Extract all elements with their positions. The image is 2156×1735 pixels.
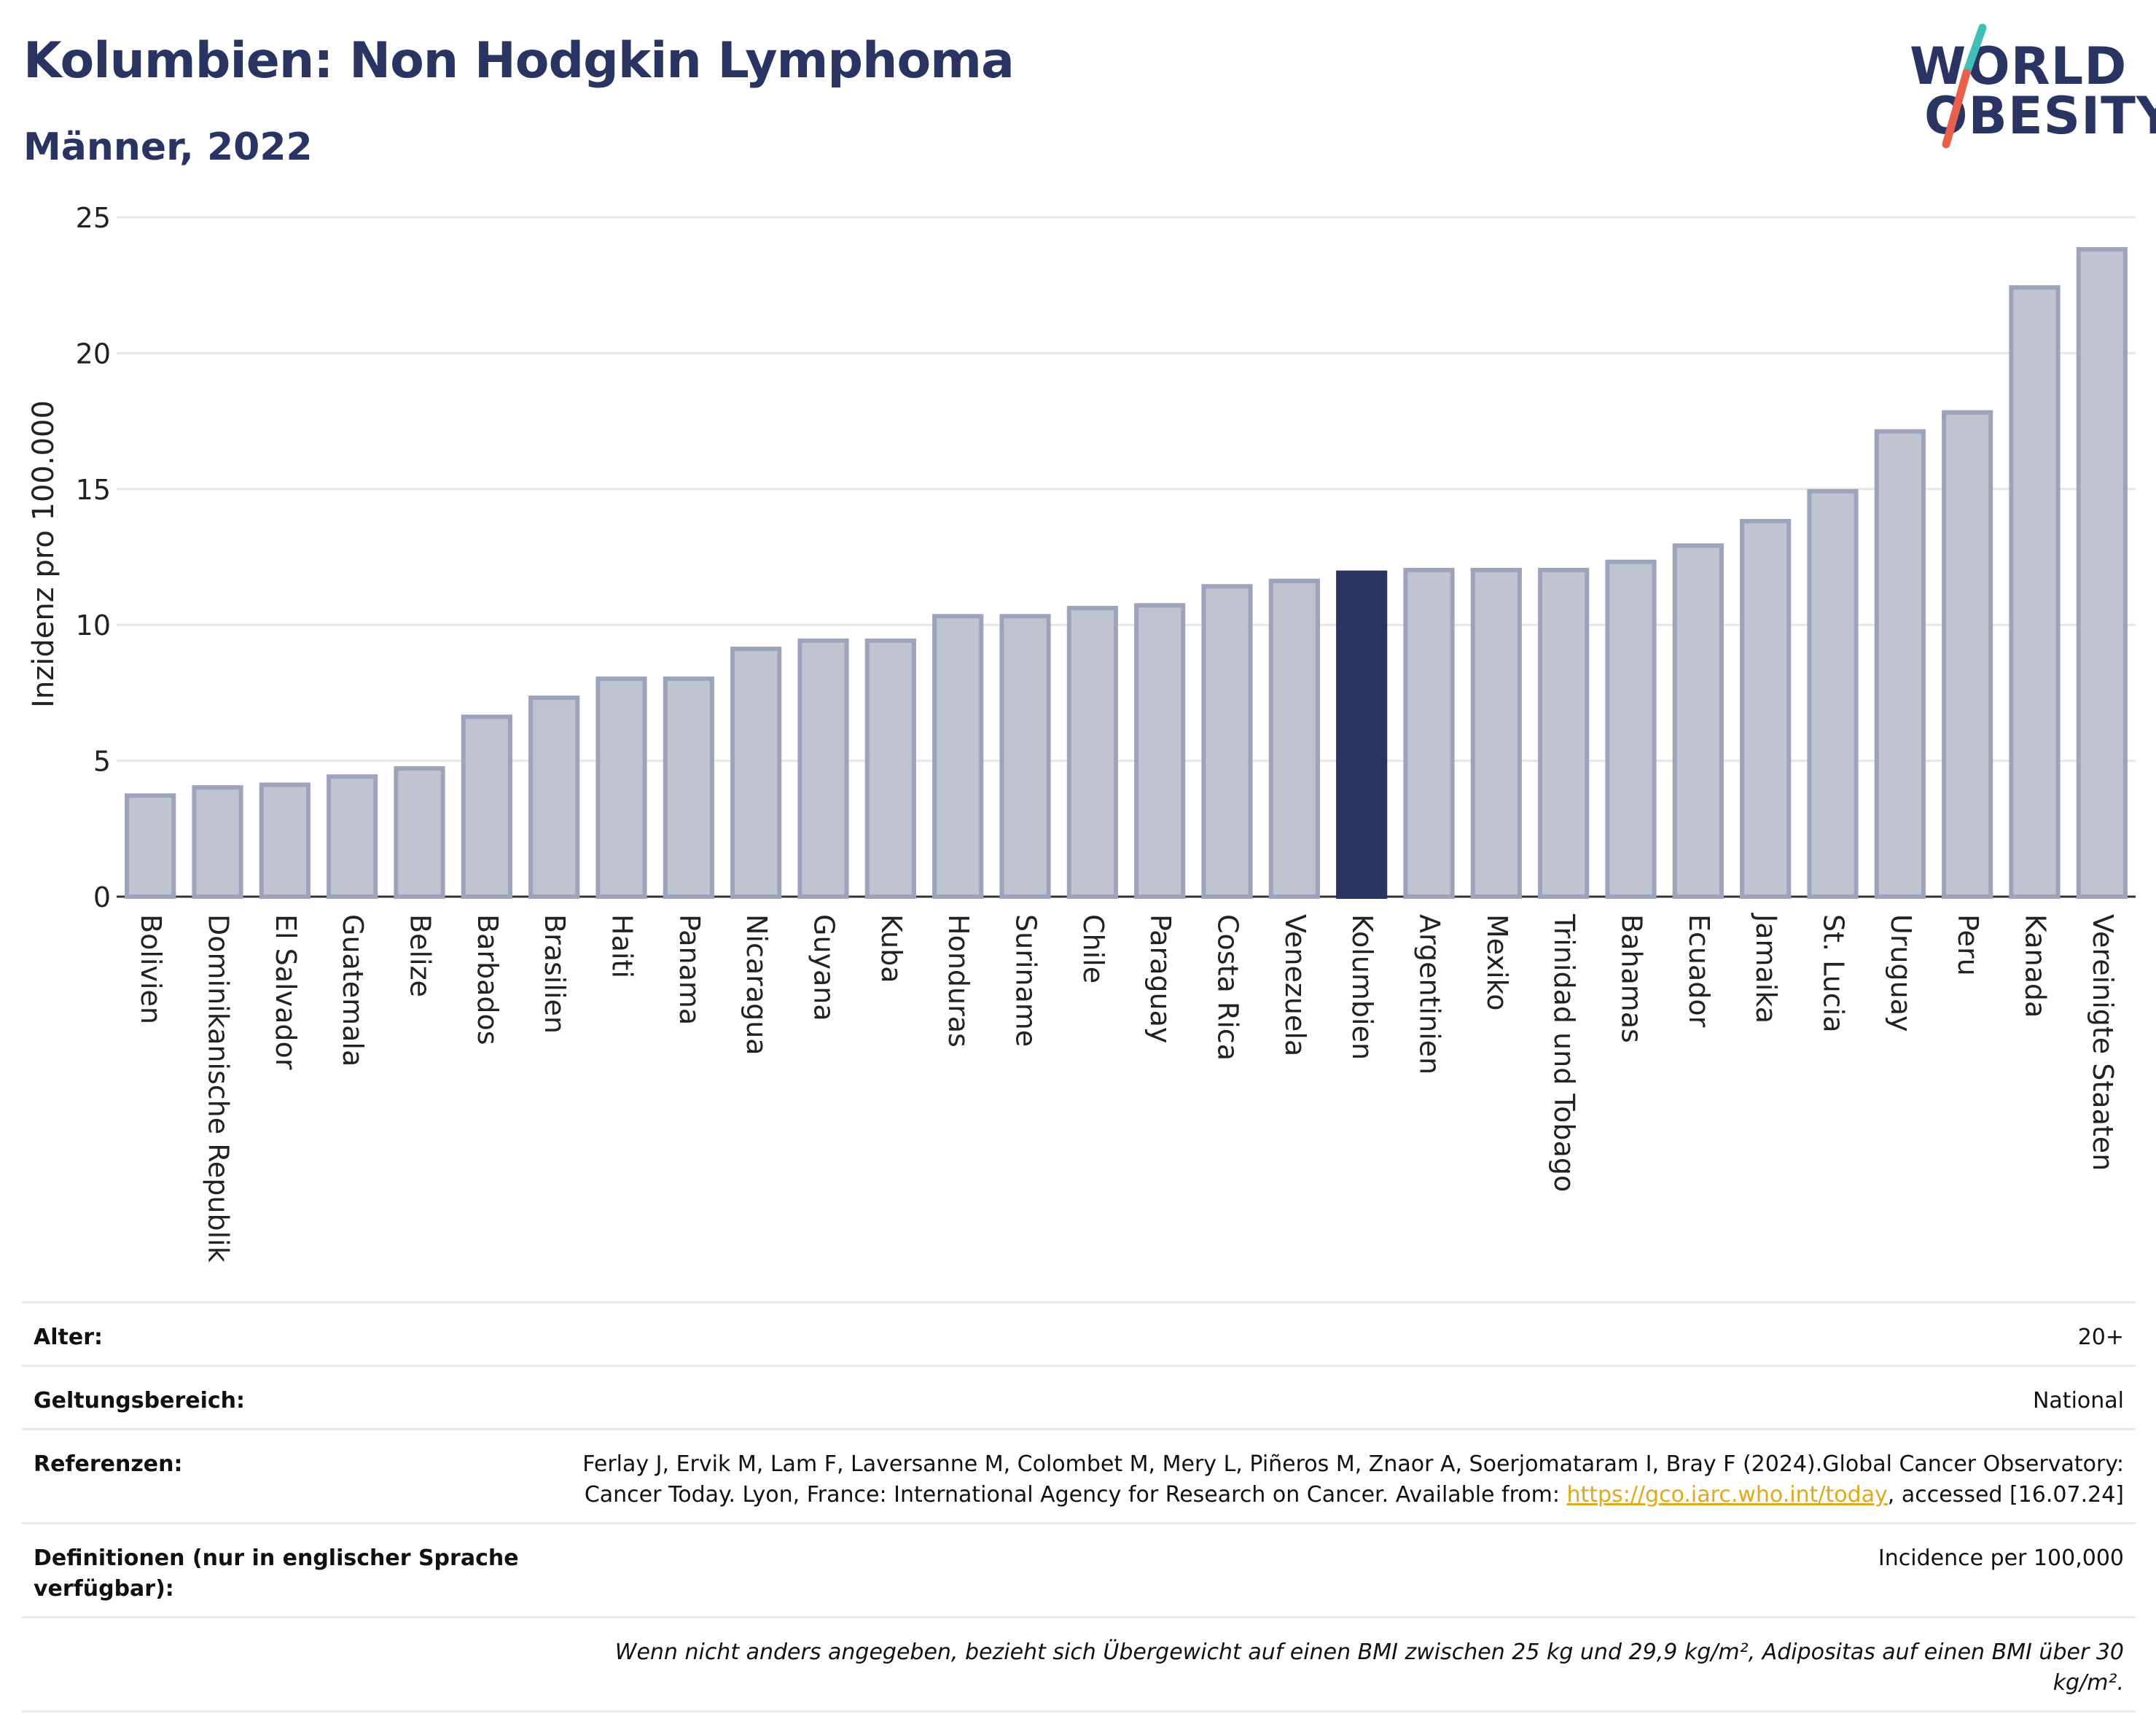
bar-guyana (797, 638, 849, 900)
bar-kanada (2009, 285, 2061, 899)
x-tick-label: Costa Rica (1212, 914, 1244, 1061)
bar-belize (394, 766, 445, 900)
bar-brasilien (528, 695, 580, 899)
info-row-age: Alter: 20+ (22, 1301, 2136, 1365)
bar-st-lucia (1807, 488, 1859, 899)
bar-bahamas (1605, 559, 1657, 899)
x-tick-label: St. Lucia (1818, 914, 1850, 1033)
bar-venezuela (1268, 578, 1320, 899)
x-tick-label: Paraguay (1144, 914, 1176, 1043)
bar-haiti (595, 677, 647, 899)
logo-slash-icon (1942, 23, 1987, 149)
scope-label: Geltungsbereich: (34, 1388, 246, 1414)
x-tick-label: Peru (1952, 914, 1984, 976)
bar-dominikanische-republik (192, 785, 243, 899)
bar-uruguay (1874, 429, 1926, 899)
bar-el-salvador (259, 782, 310, 900)
bar-guatemala (327, 774, 378, 899)
bar-panama (663, 677, 714, 899)
x-tick-label: Barbados (472, 914, 504, 1045)
x-tick-label: Bolivien (135, 914, 167, 1024)
x-tick-label: Venezuela (1279, 914, 1311, 1056)
x-tick-label: Trinidad und Tobago (1548, 913, 1580, 1192)
chart-subtitle: Männer, 2022 (23, 125, 313, 169)
y-tick-label: 15 (76, 474, 111, 506)
x-tick-label: Panama (673, 914, 706, 1025)
x-tick-label: Guyana (808, 914, 840, 1021)
logo-line-1: WORLD (1910, 36, 2128, 96)
x-tick-label: Kanada (2020, 914, 2052, 1018)
bar-barbados (461, 714, 512, 899)
x-tick-label: Bahamas (1616, 914, 1648, 1043)
x-tick-label: Kolumbien (1346, 914, 1378, 1060)
bar-kuba (864, 638, 916, 900)
scope-value: National (2032, 1388, 2124, 1414)
y-tick-label: 10 (76, 609, 111, 642)
bar-costa-rica (1201, 584, 1253, 900)
info-table: Alter: 20+ Geltungsbereich: National Ref… (22, 1301, 2136, 1712)
x-tick-label: Kuba (875, 914, 907, 983)
info-row-definitions: Definitionen (nur in englischer Sprache … (22, 1522, 2136, 1616)
bar-vereinigte-staaten (2076, 247, 2128, 900)
x-tick-label: Belize (405, 914, 437, 997)
bar-jamaika (1740, 518, 1792, 900)
x-tick-label: Jamaika (1750, 913, 1782, 1024)
bar-chart: 0 5 10 15 20 25 Bolivien Dominikanische Republ… (76, 202, 2136, 1263)
references-text: Ferlay J, Ervik M, Lam F, Laversanne M, … (582, 1451, 2124, 1508)
x-tick-labels: Bolivien Dominikanische Republik El Salvad… (135, 913, 2119, 1263)
bar-trinidad-und-tobago (1538, 567, 1590, 899)
bar-nicaragua (730, 647, 782, 899)
x-tick-label: Honduras (942, 914, 975, 1048)
x-tick-label: Vereinigte Staaten (2087, 914, 2119, 1171)
bar-paraguay (1134, 603, 1186, 899)
info-row-note: Wenn nicht anders angegeben, bezieht sic… (22, 1616, 2136, 1712)
bar-honduras (932, 614, 984, 900)
y-tick-labels: 0 5 10 15 20 25 (76, 202, 111, 913)
definitions-value: Incidence per 100,000 (1878, 1545, 2124, 1571)
bar-chile (1066, 606, 1118, 899)
bar-mexiko (1470, 567, 1522, 899)
x-tick-label: Argentinien (1414, 914, 1446, 1075)
chart-title: Kolumbien: Non Hodgkin Lymphoma (23, 32, 1015, 90)
world-obesity-logo: WORLD OBESITY (1895, 22, 2156, 153)
x-tick-label: El Salvador (270, 914, 302, 1070)
references-link[interactable]: https://gco.iarc.who.int/today (1566, 1482, 1888, 1508)
x-tick-label: Ecuador (1683, 914, 1715, 1028)
age-value: 20+ (2077, 1325, 2124, 1350)
references-label: Referenzen: (34, 1451, 183, 1477)
bar-peru (1942, 410, 1993, 899)
x-tick-label: Guatemala (337, 914, 369, 1067)
references-value: Ferlay J, Ervik M, Lam F, Laversanne M, … (557, 1449, 2124, 1510)
x-tick-label: Brasilien (539, 914, 571, 1034)
x-tick-label: Haiti (606, 914, 638, 978)
y-tick-label: 20 (76, 338, 111, 370)
gridlines (117, 216, 2136, 898)
x-tick-label: Uruguay (1885, 914, 1917, 1032)
bar-bolivien (125, 793, 176, 899)
x-tick-label: Chile (1077, 914, 1109, 983)
info-row-references: Referenzen: Ferlay J, Ervik M, Lam F, La… (22, 1428, 2136, 1522)
bar-ecuador (1672, 543, 1724, 899)
x-tick-label: Nicaragua (741, 914, 773, 1056)
y-tick-label: 5 (93, 746, 111, 778)
y-tick-label: 0 (93, 881, 111, 913)
bar-suriname (999, 614, 1051, 900)
y-tick-label: 25 (76, 202, 111, 234)
bar-kolumbien (1336, 570, 1388, 899)
bar-argentinien (1403, 567, 1455, 899)
x-tick-label: Suriname (1010, 914, 1042, 1047)
x-tick-label: Mexiko (1481, 914, 1513, 1010)
info-row-scope: Geltungsbereich: National (22, 1365, 2136, 1428)
x-tick-label: Dominikanische Republik (203, 914, 235, 1263)
bars (125, 247, 2128, 900)
bmi-note: Wenn nicht anders angegeben, bezieht sic… (614, 1640, 2124, 1696)
age-label: Alter: (34, 1325, 103, 1350)
references-accessed: , accessed [16.07.24] (1887, 1482, 2124, 1508)
definitions-label: Definitionen (nur in englischer Sprache … (34, 1545, 519, 1602)
